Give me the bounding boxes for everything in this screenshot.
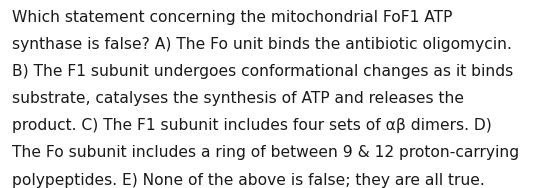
Text: Which statement concerning the mitochondrial FoF1 ATP: Which statement concerning the mitochond… — [12, 10, 453, 25]
Text: polypeptides. E) None of the above is false; they are all true.: polypeptides. E) None of the above is fa… — [12, 173, 485, 187]
Text: B) The F1 subunit undergoes conformational changes as it binds: B) The F1 subunit undergoes conformation… — [12, 64, 513, 79]
Text: substrate, catalyses the synthesis of ATP and releases the: substrate, catalyses the synthesis of AT… — [12, 91, 464, 106]
Text: The Fo subunit includes a ring of between 9 & 12 proton-carrying: The Fo subunit includes a ring of betwee… — [12, 145, 519, 160]
Text: synthase is false? A) The Fo unit binds the antibiotic oligomycin.: synthase is false? A) The Fo unit binds … — [12, 37, 512, 52]
Text: product. C) The F1 subunit includes four sets of αβ dimers. D): product. C) The F1 subunit includes four… — [12, 118, 492, 133]
